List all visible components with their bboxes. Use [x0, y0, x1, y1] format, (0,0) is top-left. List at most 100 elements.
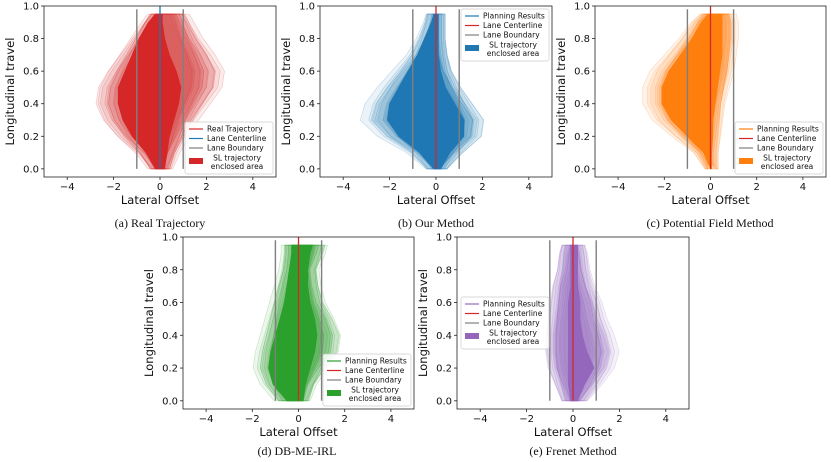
x-tick-label: 0: [157, 182, 163, 193]
y-tick-label: 0.6: [574, 67, 590, 78]
x-axis-label: Lateral Offset: [397, 193, 476, 207]
y-tick-label: 1.0: [574, 2, 590, 13]
x-axis-label: Lateral Offset: [121, 193, 200, 207]
y-tick-label: 1.0: [299, 2, 315, 13]
x-tick-label: −4: [336, 182, 351, 193]
y-tick-label: 0.4: [162, 331, 178, 342]
x-tick-label: −2: [106, 182, 121, 193]
y-axis-label: Longitudinal travel: [279, 38, 293, 146]
y-tick-label: 0.2: [162, 364, 178, 375]
x-tick-label: 0: [570, 414, 576, 425]
y-tick-label: 0.0: [23, 164, 39, 175]
x-tick-label: 4: [250, 182, 256, 193]
x-tick-label: −4: [611, 182, 626, 193]
panel-caption: (d) DB-ME-IRL: [258, 444, 337, 458]
legend-label: Lane Centerline: [483, 21, 543, 30]
legend-label: SL trajectory: [351, 386, 399, 395]
legend-swatch-area: [739, 158, 753, 164]
legend-label: enclosed area: [349, 394, 402, 403]
y-tick-label: 0.4: [23, 99, 39, 110]
plot-area: [545, 237, 620, 402]
y-axis-label: Longitudinal travel: [142, 269, 156, 377]
x-tick-label: −2: [382, 182, 397, 193]
legend-swatch-area: [465, 333, 479, 339]
y-tick-label: 0.8: [436, 265, 452, 276]
y-tick-label: 0.8: [574, 34, 590, 45]
y-tick-label: 1.0: [436, 233, 452, 244]
x-axis-label: Lateral Offset: [259, 425, 338, 439]
legend-label: SL trajectory: [489, 329, 537, 338]
legend-label: Lane Centerline: [345, 366, 405, 375]
legend-box: [460, 8, 550, 62]
y-tick-label: 0.2: [574, 132, 590, 143]
panel-caption: (a) Real Trajectory: [115, 216, 206, 230]
y-axis-label: Longitudinal travel: [3, 38, 17, 146]
plot-area: [642, 6, 739, 170]
legend-label: Planning Results: [345, 357, 407, 366]
x-tick-label: −2: [519, 414, 534, 425]
panel-caption: (c) Potential Field Method: [647, 216, 774, 230]
plot-area: [95, 6, 225, 170]
legend-label: Lane Boundary: [483, 319, 540, 328]
enclosed-area-core: [117, 13, 182, 170]
legend-label: Real Trajectory: [207, 125, 263, 134]
x-tick-label: 4: [388, 414, 394, 425]
y-tick-label: 1.0: [162, 233, 178, 244]
y-tick-label: 0.4: [574, 99, 590, 110]
legend-label: Lane Boundary: [345, 376, 402, 385]
x-tick-label: 0: [295, 414, 301, 425]
x-tick-label: 2: [754, 182, 760, 193]
x-tick-label: 4: [800, 182, 806, 193]
x-tick-label: 2: [342, 414, 348, 425]
x-axis-label: Lateral Offset: [534, 425, 613, 439]
x-tick-label: −4: [199, 414, 214, 425]
legend-swatch-area: [327, 390, 341, 396]
legend-label: Lane Boundary: [207, 144, 264, 153]
y-tick-label: 0.6: [436, 298, 452, 309]
x-tick-label: −4: [473, 414, 488, 425]
enclosed-area-core: [268, 244, 318, 402]
legend-box: [184, 121, 274, 175]
y-tick-label: 0.2: [436, 364, 452, 375]
y-tick-label: 0.0: [574, 164, 590, 175]
x-tick-label: −4: [60, 182, 75, 193]
legend-label: SL trajectory: [763, 154, 811, 163]
legend-label: SL trajectory: [489, 41, 537, 50]
y-tick-label: 0.0: [162, 396, 178, 407]
x-tick-label: 4: [663, 414, 669, 425]
x-tick-label: 2: [479, 182, 485, 193]
legend-box: [734, 121, 824, 175]
chart-panel-5: −4 −2 0 2 4 0.0 0.2 0.4 0.6 0.8 1.0 Lateral Offset L…: [416, 233, 690, 458]
legend-label: SL trajectory: [213, 154, 261, 163]
legend-swatch-area: [189, 158, 203, 164]
legend-label: enclosed area: [487, 49, 540, 58]
legend-label: Lane Centerline: [207, 134, 267, 143]
x-tick-label: 2: [203, 182, 209, 193]
x-tick-label: 4: [526, 182, 532, 193]
chart-panel-4: −4 −2 0 2 4 0.0 0.2 0.4 0.6 0.8 1.0 Lateral Offset L…: [142, 233, 415, 458]
enclosed-area-core: [386, 13, 465, 170]
y-tick-label: 0.6: [299, 67, 315, 78]
legend-label: enclosed area: [761, 162, 814, 171]
y-tick-label: 0.4: [299, 99, 315, 110]
y-axis-label: Longitudinal travel: [416, 269, 430, 377]
chart-panel-2: −4 −2 0 2 4 0.0 0.2 0.4 0.6 0.8 1.0 Lateral Offset L…: [279, 2, 553, 230]
x-tick-label: 0: [433, 182, 439, 193]
x-tick-label: −2: [245, 414, 260, 425]
y-axis-label: Longitudinal travel: [554, 38, 568, 146]
x-tick-label: −2: [657, 182, 672, 193]
chart-panel-3: −4 −2 0 2 4 0.0 0.2 0.4 0.6 0.8 1.0 Lateral Offset L…: [554, 2, 827, 230]
legend-label: Planning Results: [483, 12, 545, 21]
y-tick-label: 0.2: [23, 132, 39, 143]
panel-caption: (b) Our Method: [398, 216, 474, 230]
legend-swatch-area: [465, 45, 479, 51]
y-tick-label: 0.6: [162, 298, 178, 309]
y-tick-label: 0.8: [299, 34, 315, 45]
y-tick-label: 0.0: [299, 164, 315, 175]
